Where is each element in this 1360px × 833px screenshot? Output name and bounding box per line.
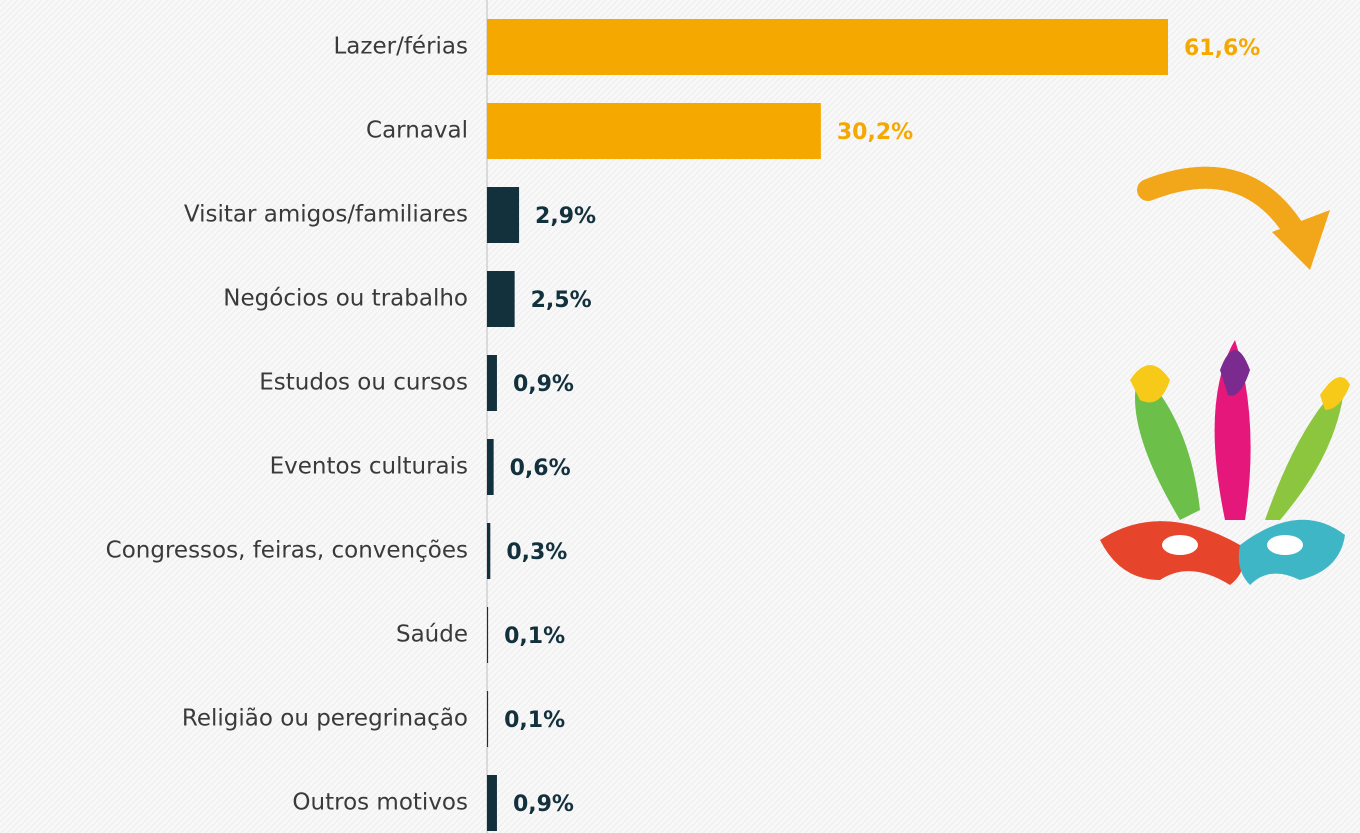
bar [487, 103, 821, 159]
category-label: Saúde [396, 622, 468, 648]
bar [487, 439, 494, 495]
value-label: 61,6% [1184, 36, 1260, 61]
category-label: Outros motivos [292, 790, 468, 816]
category-label: Congressos, feiras, convenções [106, 538, 468, 564]
bar [487, 187, 519, 243]
category-label: Carnaval [366, 118, 468, 144]
value-label: 30,2% [837, 120, 913, 145]
bar [487, 271, 515, 327]
category-label: Estudos ou cursos [259, 370, 468, 396]
bar [487, 775, 497, 831]
category-label: Lazer/férias [333, 34, 468, 60]
category-label: Visitar amigos/familiares [184, 202, 468, 228]
bar [487, 691, 488, 747]
value-label: 2,9% [535, 204, 596, 229]
value-label: 0,1% [504, 624, 565, 649]
category-label: Negócios ou trabalho [223, 286, 468, 312]
value-label: 0,6% [510, 456, 571, 481]
value-label: 0,9% [513, 792, 574, 817]
chart: Lazer/férias 61,6% Carnaval 30,2% Visitar am… [0, 0, 1360, 833]
value-label: 0,3% [506, 540, 567, 565]
bar [487, 607, 488, 663]
bar [487, 19, 1168, 75]
bar [487, 523, 490, 579]
value-label: 2,5% [531, 288, 592, 313]
category-label: Religião ou peregrinação [182, 706, 468, 732]
category-label: Eventos culturais [270, 454, 468, 480]
bar [487, 355, 497, 411]
value-label: 0,1% [504, 708, 565, 733]
value-label: 0,9% [513, 372, 574, 397]
